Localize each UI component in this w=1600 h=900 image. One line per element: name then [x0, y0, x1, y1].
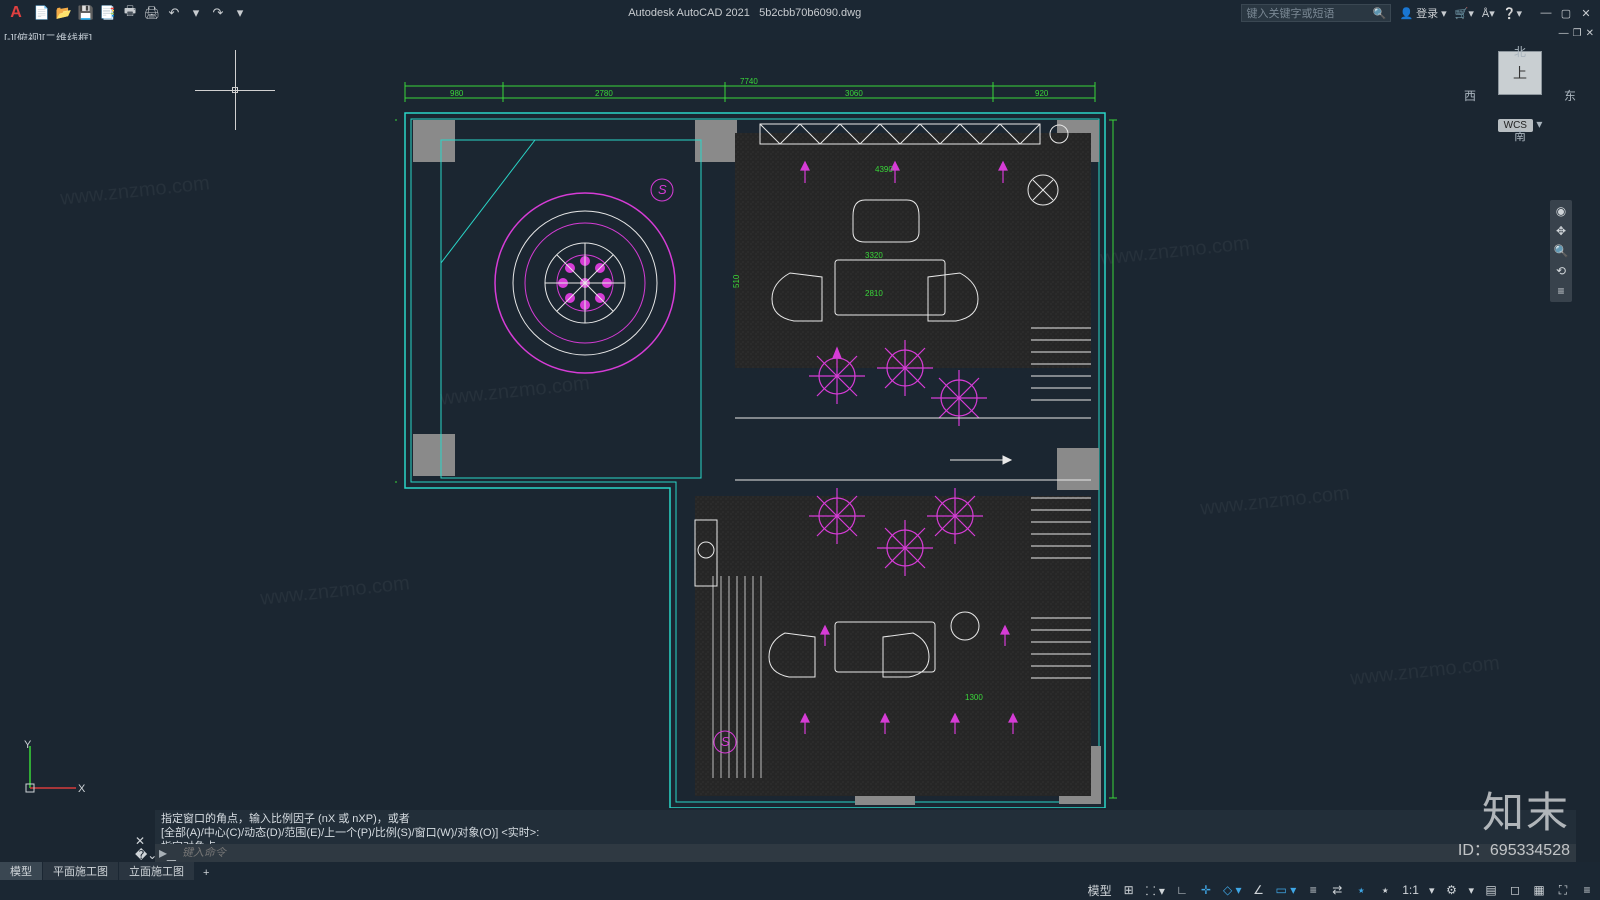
viewcube-south[interactable]: 南	[1514, 127, 1526, 144]
cycle-icon[interactable]: ⇄	[1330, 883, 1344, 897]
brand-id: ID：695334528	[1458, 836, 1570, 860]
watermark: www.znzmo.com	[259, 572, 411, 611]
nav-more-icon[interactable]: ≡	[1557, 284, 1564, 298]
svg-text:920: 920	[1035, 89, 1049, 98]
tab-add-button[interactable]: +	[195, 866, 217, 880]
snap-icon[interactable]: ⸬ ▾	[1146, 882, 1165, 899]
svg-text:510: 510	[732, 274, 741, 288]
title-bar: A 📄 📂 💾 📑 🖶 🖨 ↶ ▾ ↷ ▾ Autodesk AutoCAD 2…	[0, 0, 1600, 26]
drawing-canvas[interactable]: www.znzmo.com www.znzmo.com www.znzmo.co…	[0, 40, 1578, 840]
title-text: Autodesk AutoCAD 2021 5b2cbb70b6090.dwg	[248, 7, 1241, 19]
osnap-icon[interactable]: ◇ ▾	[1223, 883, 1242, 897]
svg-text:3320: 3320	[865, 251, 883, 260]
app-logo[interactable]: A	[4, 1, 28, 25]
ucs-icon: Y X	[18, 740, 88, 800]
customize-icon[interactable]: ≡	[1580, 883, 1594, 897]
ortho-icon[interactable]: ∟	[1175, 883, 1189, 897]
scale-label[interactable]: 1:1	[1402, 883, 1419, 897]
otrack-icon[interactable]: ∠	[1252, 883, 1266, 897]
watermark: www.znzmo.com	[1349, 652, 1501, 691]
cmd-prompt-icon: ▸_	[159, 843, 176, 863]
status-model[interactable]: 模型	[1088, 882, 1112, 899]
close-button[interactable]: ✕	[1578, 7, 1594, 20]
grid-icon[interactable]: ⊞	[1122, 883, 1136, 897]
isolate-icon[interactable]: ◻	[1508, 883, 1522, 897]
quick-access-toolbar: 📄 📂 💾 📑 🖶 🖨 ↶ ▾ ↷ ▾	[34, 5, 248, 21]
qat-print-icon[interactable]: 🖨	[144, 5, 160, 21]
svg-text:Y: Y	[24, 740, 32, 751]
viewcube-north[interactable]: 北	[1514, 43, 1526, 60]
svg-text:2810: 2810	[865, 289, 883, 298]
search-placeholder: 键入关键字或短语	[1246, 5, 1334, 21]
tab-model[interactable]: 模型	[0, 862, 43, 880]
chevron-down-icon: ▾	[1441, 7, 1447, 20]
command-input[interactable]	[182, 847, 1572, 859]
nav-pan-icon[interactable]: ✥	[1556, 224, 1566, 238]
nav-zoom-icon[interactable]: 🔍	[1554, 244, 1569, 258]
watermark: www.znzmo.com	[59, 172, 211, 211]
qat-undo-drop-icon[interactable]: ▾	[188, 5, 204, 21]
search-icon[interactable]: 🔍	[1373, 7, 1387, 20]
user-icon: 👤	[1399, 7, 1413, 20]
svg-text:980: 980	[450, 89, 464, 98]
cmd-close-icon[interactable]: ✕�⁠⌄	[135, 834, 157, 862]
floor-plan-drawing: 7740 980 2780 3060 920	[395, 78, 1125, 808]
doc-window-bar: — ❐ ✕	[0, 26, 1600, 40]
tab-layout2[interactable]: 立面施工图	[119, 862, 195, 880]
account-button[interactable]: 👤 登录 ▾	[1399, 5, 1446, 21]
navigation-bar: ◉ ✥ 🔍 ⟲ ≡	[1550, 200, 1572, 302]
polar-icon[interactable]: ✛	[1199, 883, 1213, 897]
maximize-button[interactable]: ▢	[1558, 7, 1574, 20]
svg-text:3060: 3060	[845, 89, 863, 98]
svg-text:7740: 7740	[740, 78, 758, 86]
anno-icon[interactable]: ⭑	[1354, 883, 1368, 898]
layout-tabs: 模型 平面施工图 立面施工图 +	[0, 862, 1600, 880]
watermark: www.znzmo.com	[1199, 482, 1351, 521]
svg-text:1300: 1300	[965, 693, 983, 702]
lineweight-icon[interactable]: ≡	[1306, 883, 1320, 897]
tab-layout1[interactable]: 平面施工图	[43, 862, 119, 880]
gear-icon[interactable]: ⚙	[1444, 883, 1458, 897]
viewcube-east[interactable]: 东	[1564, 87, 1576, 104]
viewcube-west[interactable]: 西	[1464, 87, 1476, 104]
window-buttons: — ▢ ✕	[1538, 7, 1594, 20]
minimize-button[interactable]: —	[1538, 7, 1554, 20]
svg-text:X: X	[78, 783, 86, 795]
annoscale-icon[interactable]: ⭑	[1378, 883, 1392, 898]
qat-open-icon[interactable]: 📂	[56, 5, 72, 21]
cleanscreen-icon[interactable]: ⛶	[1556, 883, 1570, 898]
hardware-icon[interactable]: ▦	[1532, 883, 1546, 897]
qat-new-icon[interactable]: 📄	[34, 5, 50, 21]
svg-text:2780: 2780	[595, 89, 613, 98]
status-bar: 模型 ⊞ ⸬ ▾ ∟ ✛ ◇ ▾ ∠ ▭ ▾ ≡ ⇄ ⭑ ⭑ 1:1▾ ⚙▾ ▤…	[0, 880, 1600, 900]
svg-text:S: S	[658, 182, 667, 197]
view-cube[interactable]: 北 西 东 上 南 WCS ▾	[1470, 45, 1570, 165]
doc-close-button[interactable]: ✕	[1586, 28, 1594, 39]
qat-save-icon[interactable]: 💾	[78, 5, 94, 21]
qat-redo-drop-icon[interactable]: ▾	[232, 5, 248, 21]
doc-restore-button[interactable]: ❐	[1573, 28, 1582, 39]
brand-overlay: 知末	[1482, 779, 1570, 840]
app-menu-button[interactable]: Å▾	[1482, 7, 1495, 20]
nav-wheel-icon[interactable]: ◉	[1556, 204, 1566, 218]
doc-minimize-button[interactable]: —	[1559, 28, 1569, 39]
nav-orbit-icon[interactable]: ⟲	[1556, 264, 1566, 278]
help-button[interactable]: ❔▾	[1503, 7, 1522, 20]
workspace-icon[interactable]: ▤	[1484, 883, 1498, 897]
qat-redo-icon[interactable]: ↷	[210, 5, 226, 21]
cart-button[interactable]: 🛒▾	[1455, 7, 1474, 20]
qat-saveas-icon[interactable]: 📑	[100, 5, 116, 21]
svg-text:S: S	[721, 734, 730, 749]
search-input[interactable]: 键入关键字或短语 🔍	[1241, 4, 1391, 22]
dyn-icon[interactable]: ▭ ▾	[1276, 883, 1297, 897]
qat-plot-icon[interactable]: 🖶	[122, 5, 138, 21]
svg-text:4390: 4390	[875, 165, 893, 174]
qat-undo-icon[interactable]: ↶	[166, 5, 182, 21]
